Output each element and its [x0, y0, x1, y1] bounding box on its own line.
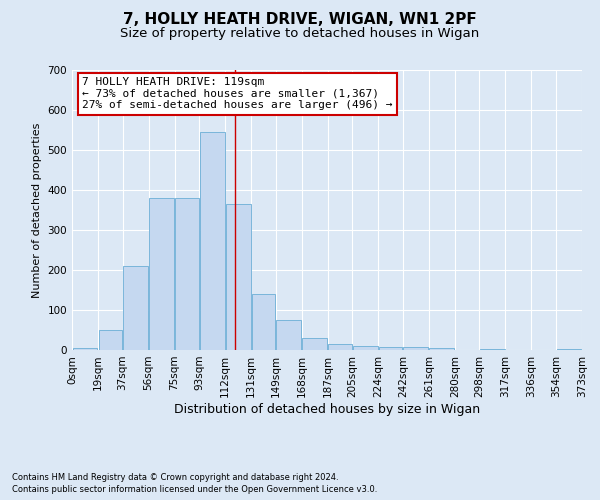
Bar	[379, 347, 403, 350]
Bar	[328, 344, 352, 350]
Bar	[200, 132, 224, 350]
Bar	[98, 330, 122, 350]
Bar	[276, 320, 301, 350]
X-axis label: Distribution of detached houses by size in Wigan: Distribution of detached houses by size …	[174, 402, 480, 415]
Text: Contains public sector information licensed under the Open Government Licence v3: Contains public sector information licen…	[12, 485, 377, 494]
Bar	[251, 294, 275, 350]
Bar	[430, 348, 454, 350]
Bar	[403, 347, 428, 350]
Bar	[175, 198, 199, 350]
Bar	[73, 348, 97, 350]
Text: Size of property relative to detached houses in Wigan: Size of property relative to detached ho…	[121, 28, 479, 40]
Bar	[149, 198, 174, 350]
Bar	[123, 266, 148, 350]
Bar	[226, 204, 251, 350]
Text: 7 HOLLY HEATH DRIVE: 119sqm
← 73% of detached houses are smaller (1,367)
27% of : 7 HOLLY HEATH DRIVE: 119sqm ← 73% of det…	[82, 77, 392, 110]
Bar	[353, 346, 378, 350]
Bar	[557, 349, 581, 350]
Y-axis label: Number of detached properties: Number of detached properties	[32, 122, 42, 298]
Text: 7, HOLLY HEATH DRIVE, WIGAN, WN1 2PF: 7, HOLLY HEATH DRIVE, WIGAN, WN1 2PF	[123, 12, 477, 28]
Bar	[480, 349, 505, 350]
Text: Contains HM Land Registry data © Crown copyright and database right 2024.: Contains HM Land Registry data © Crown c…	[12, 472, 338, 482]
Bar	[302, 338, 327, 350]
